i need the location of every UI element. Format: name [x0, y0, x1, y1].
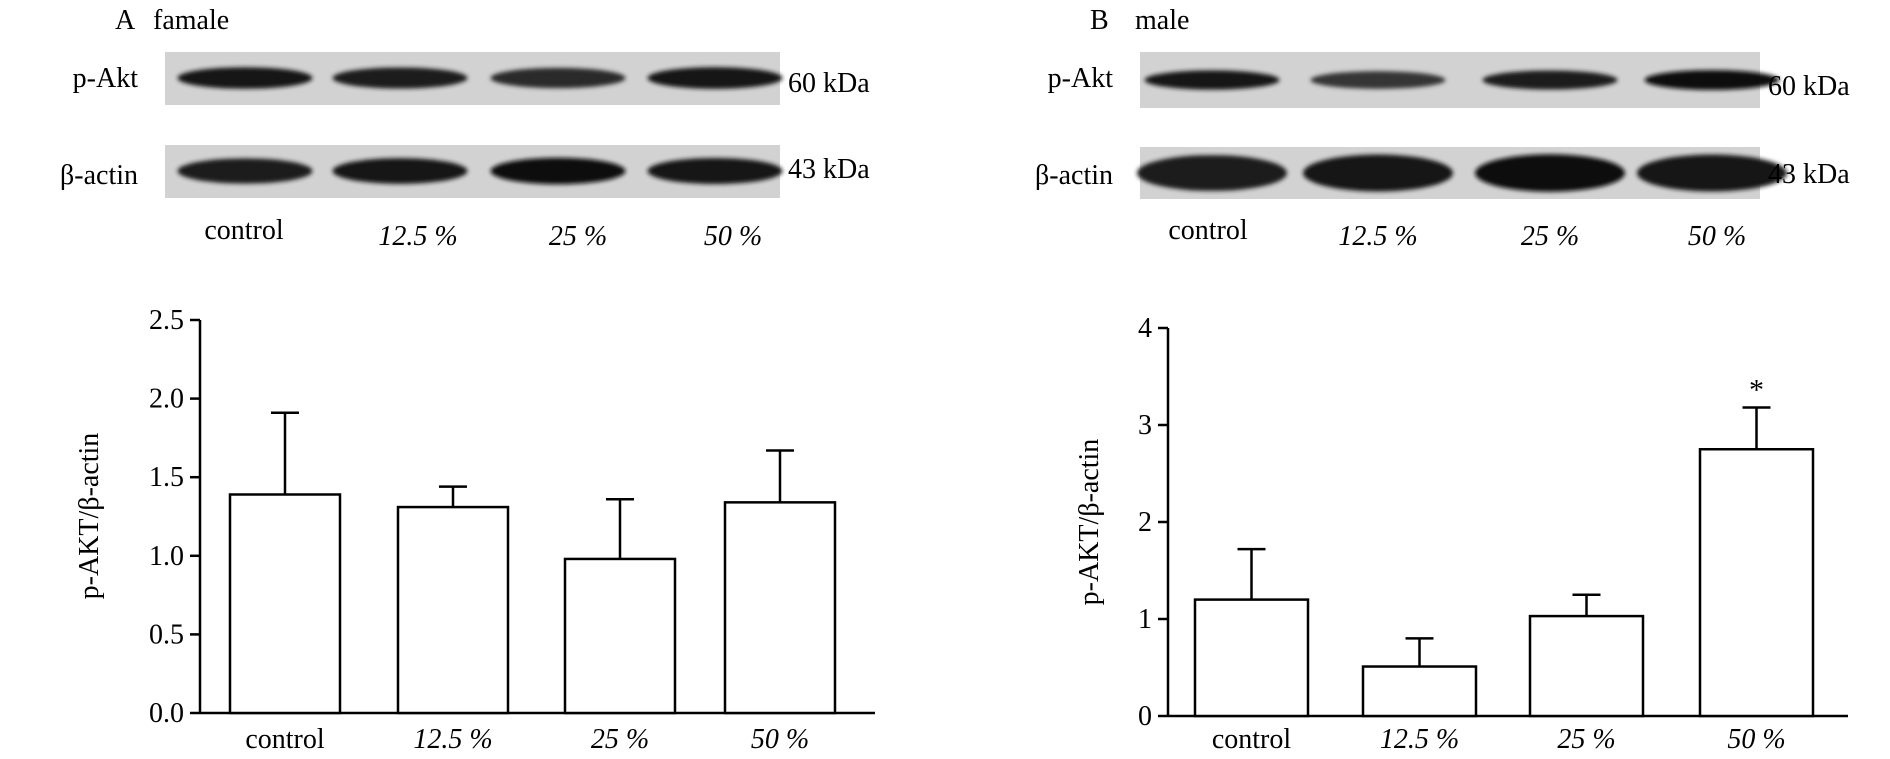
x-tick-label: 12.5 % — [413, 724, 492, 755]
blot-b-lane-25: 25 % — [1521, 221, 1579, 252]
x-tick-label: 12.5 % — [1380, 724, 1459, 755]
blot-b-row2-bands — [1137, 154, 1787, 192]
y-axis-title: p-AKT/β-actin — [1074, 439, 1105, 606]
blot-band — [647, 157, 783, 185]
y-axis-title: p-AKT/β-actin — [74, 433, 105, 600]
y-tick-label: 1.5 — [149, 462, 184, 493]
blot-band — [1137, 155, 1287, 191]
panel-b: B male p-Akt 60 kDa β-actin 43 kDa contr… — [1035, 5, 1850, 755]
blot-band — [647, 67, 783, 89]
bar — [1193, 598, 1310, 718]
panel-b-letter: B — [1090, 5, 1109, 36]
y-tick-label: 4 — [1138, 313, 1152, 344]
blot-band — [490, 157, 626, 185]
significance-marker: * — [1749, 374, 1764, 407]
bar — [396, 505, 510, 715]
blot-a-lane-control: control — [204, 215, 284, 246]
x-tick-label: 25 % — [1557, 724, 1615, 755]
bar — [1528, 614, 1645, 718]
y-tick-label: 0.0 — [149, 698, 184, 729]
blot-b-row1-label: p-Akt — [1048, 63, 1114, 94]
bar — [228, 493, 342, 715]
blot-a-row1-label: p-Akt — [73, 63, 139, 94]
bar-chart-a: 0.0 0.5 1.0 1.5 2.0 2.5 p-AKT/β-actin control 12… — [74, 305, 875, 755]
y-tick-label: 3 — [1138, 410, 1152, 441]
blot-b-row2-label: β-actin — [1035, 160, 1113, 191]
x-tick-label: 25 % — [591, 724, 649, 755]
blot-a-row2-label: β-actin — [60, 160, 138, 191]
blot-band — [177, 67, 313, 89]
blot-b-row1-bands — [1144, 70, 1780, 90]
panel-a-title: famale — [153, 5, 229, 36]
panel-a-letter: A — [115, 5, 136, 36]
blot-band — [1310, 71, 1446, 89]
blot-a-row2-size: 43 kDa — [788, 154, 870, 185]
blot-b-row2-size: 43 kDa — [1768, 159, 1850, 190]
blot-band — [332, 158, 468, 184]
bar-chart-b: 0 1 2 3 4 p-AKT/β-actin control 12.5 % 25 % * 50 % — [1074, 313, 1848, 755]
y-tick-label: 0 — [1138, 701, 1152, 732]
blot-band — [1144, 70, 1280, 90]
y-tick-label: 0.5 — [149, 619, 184, 650]
blot-band — [177, 158, 313, 184]
bar — [1698, 448, 1815, 718]
x-tick-label: 50 % — [751, 724, 809, 755]
x-tick-label: 50 % — [1727, 724, 1785, 755]
bar — [1361, 665, 1478, 718]
bar — [563, 557, 677, 715]
blot-band — [1475, 154, 1625, 192]
blot-band — [1644, 70, 1780, 90]
y-tick-label: 1.0 — [149, 541, 184, 572]
blot-a-row1-bands — [177, 67, 783, 89]
blot-band — [1637, 154, 1787, 192]
blot-a-row1-size: 60 kDa — [788, 68, 870, 99]
y-tick-label: 2 — [1138, 507, 1152, 538]
blot-band — [1482, 70, 1618, 90]
y-tick-label: 2.5 — [149, 305, 184, 336]
x-tick-label: control — [1212, 724, 1292, 755]
y-tick-label: 1 — [1138, 604, 1152, 635]
blot-band — [490, 67, 626, 89]
panel-a: A famale p-Akt 60 kDa β-actin 43 kDa con… — [60, 5, 875, 755]
bar — [723, 501, 837, 715]
blot-band — [1303, 154, 1453, 192]
blot-b-lane-control: control — [1168, 215, 1248, 246]
blot-b-row1-size: 60 kDa — [1768, 71, 1850, 102]
blot-b-lane-12-5: 12.5 % — [1338, 221, 1417, 252]
x-tick-label: control — [245, 724, 325, 755]
blot-band — [332, 67, 468, 89]
blot-a-lane-50: 50 % — [704, 221, 762, 252]
blot-a-lane-12-5: 12.5 % — [378, 221, 457, 252]
y-tick-label: 2.0 — [149, 384, 184, 415]
panel-b-title: male — [1135, 5, 1189, 36]
blot-a-row2-bands — [177, 157, 783, 185]
blot-b-lane-50: 50 % — [1688, 221, 1746, 252]
blot-a-lane-25: 25 % — [549, 221, 607, 252]
